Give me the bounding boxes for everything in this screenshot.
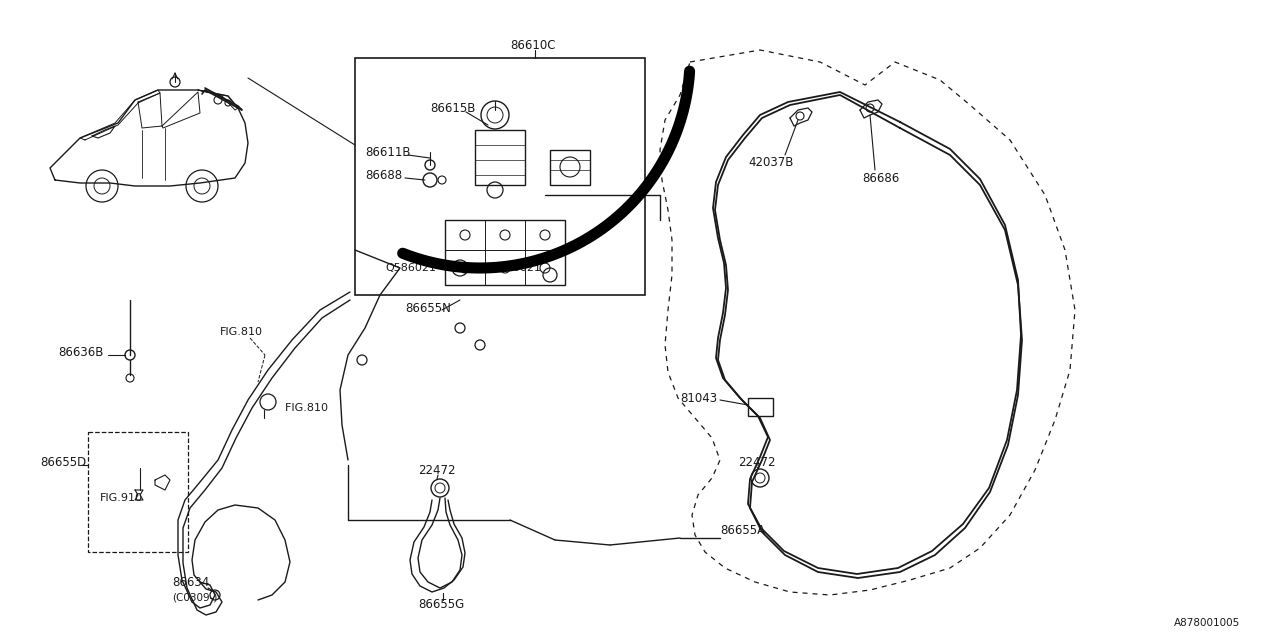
Text: 22472: 22472 (739, 456, 776, 468)
Text: 86686: 86686 (861, 172, 900, 184)
Text: Q586021: Q586021 (385, 263, 436, 273)
Bar (550, 150, 590, 185)
Text: FIG.910: FIG.910 (100, 493, 143, 503)
Text: 86610C: 86610C (509, 38, 556, 51)
Text: 81043: 81043 (680, 392, 717, 404)
Text: (C0309-): (C0309-) (172, 592, 218, 602)
Bar (748, 398, 773, 416)
Text: A878001005: A878001005 (1174, 618, 1240, 628)
Text: 86634: 86634 (172, 577, 209, 589)
Text: 86636B: 86636B (58, 346, 104, 358)
Bar (445, 220, 564, 285)
Text: 86655N: 86655N (404, 301, 451, 314)
Text: Q586021: Q586021 (490, 263, 541, 273)
Text: 86611B: 86611B (365, 145, 411, 159)
Bar (355, 58, 645, 295)
Text: FIG.810: FIG.810 (278, 403, 328, 413)
Text: FIG.810: FIG.810 (220, 327, 262, 337)
Text: 22472: 22472 (419, 463, 456, 477)
Text: 42037B: 42037B (748, 156, 794, 168)
Text: 86688: 86688 (365, 168, 402, 182)
Text: 86615B: 86615B (430, 102, 475, 115)
Text: 86655D: 86655D (40, 456, 86, 468)
Bar (88, 432, 188, 552)
Bar (475, 130, 525, 185)
Text: 86655A: 86655A (721, 524, 765, 536)
Text: 86655G: 86655G (419, 598, 465, 611)
